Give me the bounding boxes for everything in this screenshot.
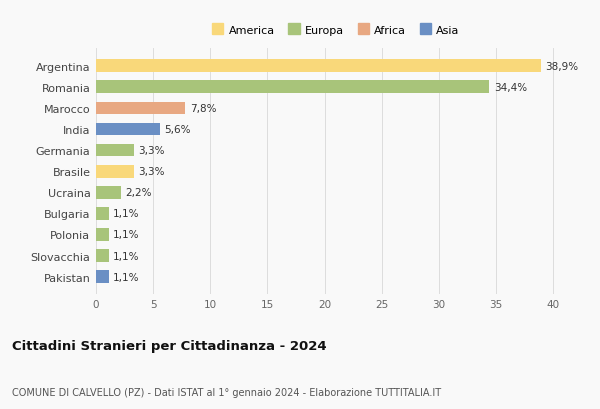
Text: 5,6%: 5,6% [164,125,191,135]
Text: COMUNE DI CALVELLO (PZ) - Dati ISTAT al 1° gennaio 2024 - Elaborazione TUTTITALI: COMUNE DI CALVELLO (PZ) - Dati ISTAT al … [12,387,441,397]
Text: Cittadini Stranieri per Cittadinanza - 2024: Cittadini Stranieri per Cittadinanza - 2… [12,339,326,352]
Bar [96,166,134,178]
Text: 3,3%: 3,3% [138,146,165,156]
Text: 1,1%: 1,1% [113,230,140,240]
Bar [96,271,109,283]
Text: 3,3%: 3,3% [138,167,165,177]
Text: 7,8%: 7,8% [190,103,216,114]
Bar [96,187,121,199]
Text: 34,4%: 34,4% [494,83,527,92]
Bar [96,60,541,73]
Bar [96,102,185,115]
Text: 1,1%: 1,1% [113,251,140,261]
Bar [96,249,109,262]
Text: 1,1%: 1,1% [113,209,140,219]
Bar [96,124,160,136]
Legend: America, Europa, Africa, Asia: America, Europa, Africa, Asia [208,20,464,40]
Text: 1,1%: 1,1% [113,272,140,282]
Bar [96,144,134,157]
Bar [96,229,109,241]
Text: 2,2%: 2,2% [126,188,152,198]
Text: 38,9%: 38,9% [545,62,578,72]
Bar [96,207,109,220]
Bar [96,81,489,94]
